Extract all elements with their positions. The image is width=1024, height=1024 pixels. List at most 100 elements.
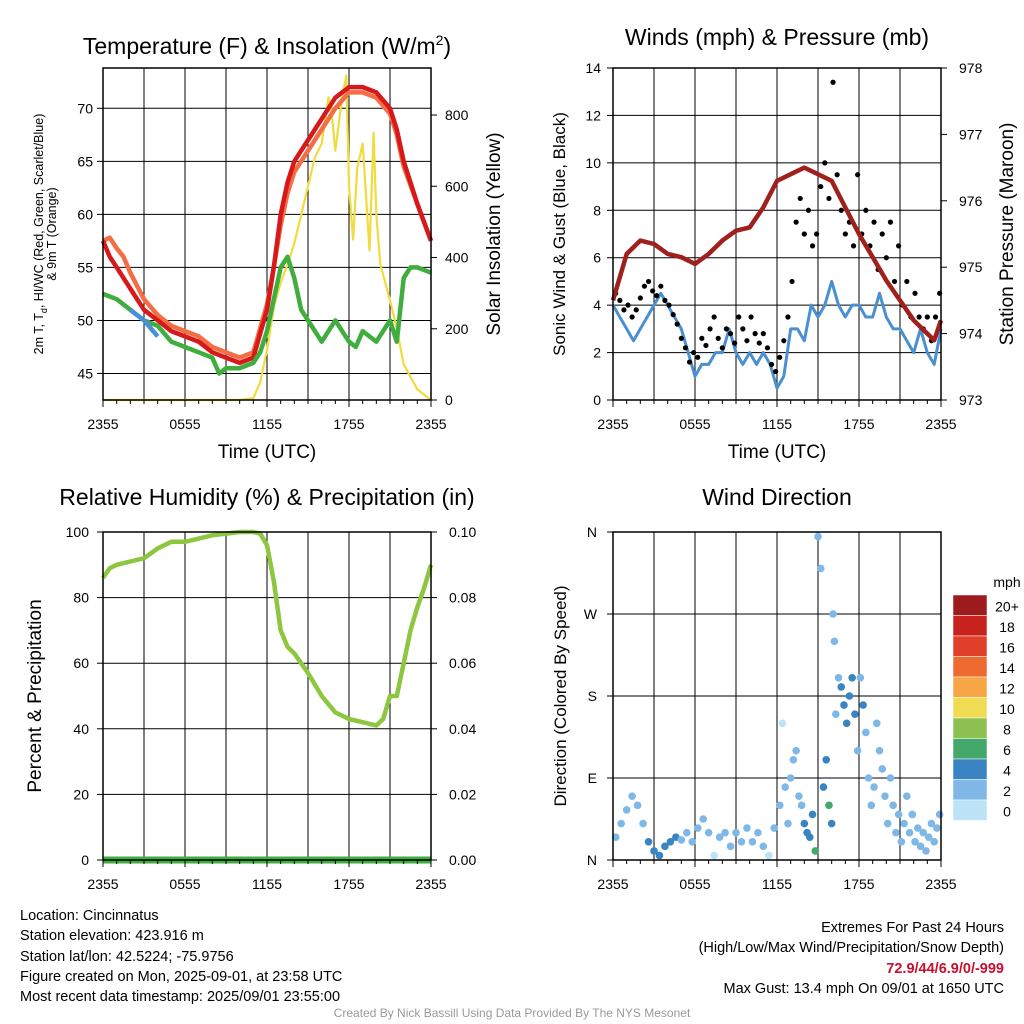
direction-point [726,842,735,851]
direction-point [754,828,762,837]
direction-point [795,792,803,801]
y2-tick-label: 400 [445,250,469,266]
y-tick-label: 45 [77,365,93,381]
colorbar-swatch [952,717,988,739]
extremes-info: Extremes For Past 24 Hours (High/Low/Max… [699,918,1004,999]
gust-point [711,314,717,320]
direction-point [913,824,922,832]
gust-point [764,345,771,351]
x-tick-label: 1155 [252,876,282,892]
x-tick-label: 1155 [762,876,792,892]
direction-point [900,819,908,828]
y2-tick-label: 600 [445,178,469,194]
gust-point [814,231,820,237]
direction-point [816,564,825,573]
gust-point [715,335,721,341]
direction-point [775,801,784,810]
y-axis-label: Percent & Precipitation [25,599,46,792]
direction-point [655,851,664,860]
direction-point [704,828,713,837]
gust-point [834,172,840,178]
series-line-2m-t [100,84,434,366]
gust-point [691,349,697,356]
colorbar-label: 8 [1003,721,1011,737]
gust-point [879,231,885,237]
direction-point [778,719,787,728]
y-tick-label: 55 [77,259,93,275]
direction-point [831,710,840,719]
y-tick-label: 70 [77,100,93,116]
direction-point [688,837,697,846]
x-tick-label: 2355 [925,876,956,892]
x-tick-label: 2355 [87,416,118,432]
direction-point [683,828,691,837]
direction-point [872,719,881,728]
direction-point [908,810,917,819]
direction-point [851,710,859,719]
gust-point [891,278,898,285]
direction-point [617,819,625,828]
direction-point [765,851,773,860]
direction-point [848,673,856,682]
direction-point [699,815,707,823]
colorbar-label: 14 [999,660,1015,676]
y2-axis-label: Solar Insolation (Yellow) [484,132,505,335]
colorbar-swatch [952,676,988,698]
gust-point [678,335,684,341]
station-info: Location: Cincinnatus Station elevation:… [20,906,342,1007]
y-tick-label: N [587,524,597,540]
y2-tick-label: 974 [959,326,983,342]
direction-point [840,701,848,709]
credit-text: Created By Nick Bassill Using Data Provi… [333,1006,691,1020]
gust-point [699,335,705,341]
y2-tick-label: 0 [445,392,453,408]
x-tick-label: 2355 [87,876,118,892]
colorbar-label: 4 [1003,762,1011,778]
y2-tick-label: 975 [959,259,983,275]
x-tick-label: 0555 [169,416,200,432]
gust-point [822,160,828,166]
direction-point [924,833,933,842]
series-line-hi-wc [128,308,160,338]
direction-point [814,532,822,541]
y-tick-label: 4 [593,297,601,313]
gust-point [818,183,824,190]
y2-tick-label: 0.02 [449,786,476,802]
y-tick-label: 60 [77,206,93,222]
x-axis-label: Time (UTC) [218,442,317,463]
colorbar-label: 18 [999,619,1015,635]
gust-point [625,302,631,308]
extremes-values: 72.9/44/6.9/0/-999 [886,960,1004,977]
gust-point [707,326,713,332]
direction-point [834,673,843,682]
gust-point [793,219,799,225]
series-line-td [102,254,432,376]
x-axis-label: Time (UTC) [728,442,827,463]
direction-point [862,728,870,737]
y2-tick-label: 0.04 [449,721,476,737]
grid [143,68,391,400]
gust-point [826,195,832,202]
direction-point [800,819,809,828]
gust-point [740,326,746,332]
colorbar-swatch [952,799,988,821]
direction-point [827,819,836,828]
panel-2: 2355 0555 1155 1755 2355 Time (UTC) Winds (mph… [550,24,1018,463]
gust-point [641,283,648,289]
panel-1: Temperature (F) & Insolation (W/m2) 2355 0… [32,32,505,463]
gust-point [736,314,742,320]
y-tick-label: S [588,688,597,704]
gust-point [781,338,787,344]
direction-point [792,746,800,755]
y2-tick-label: 973 [959,392,983,408]
direction-point [732,828,740,837]
y2-tick-label: 976 [959,193,983,209]
gust-point [686,359,693,365]
direction-point [886,774,895,782]
gust-point [670,312,676,318]
colorbar-swatch [952,758,988,780]
gust-point [932,314,939,320]
gust-point [842,231,848,237]
direction-point [677,836,686,844]
gust-point [830,79,836,85]
